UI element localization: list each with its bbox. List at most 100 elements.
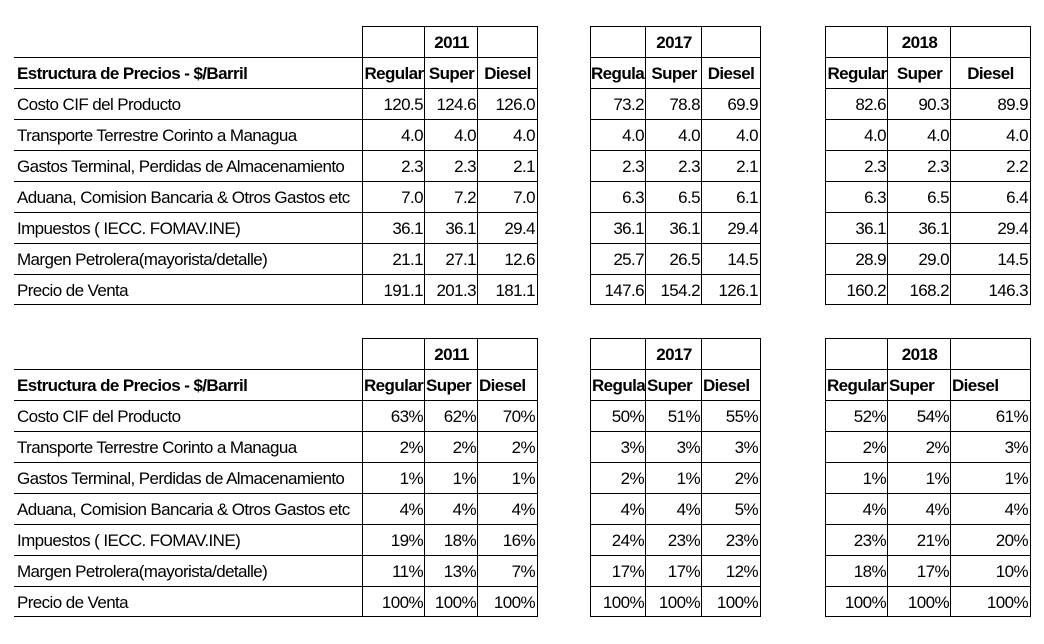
column-header-super: Super xyxy=(887,57,951,88)
column-header-regular: Regular xyxy=(825,369,888,400)
value-cell: 1% xyxy=(887,462,951,493)
value-cell: 1% xyxy=(950,462,1031,493)
row-label: Gastos Terminal, Perdidas de Almacenamie… xyxy=(14,150,362,181)
row-label: Aduana, Comision Bancaria & Otros Gastos… xyxy=(14,181,362,212)
column-header-super: Super xyxy=(645,369,702,400)
value-cell: 21% xyxy=(887,524,951,555)
value-cell: 52% xyxy=(825,400,888,431)
empty-cell xyxy=(590,338,646,369)
year-row: 2011 2017 2018 xyxy=(0,26,1044,57)
value-cell: 100% xyxy=(701,586,761,617)
year-header-2018: 2018 xyxy=(887,26,951,57)
table-row: Margen Petrolera(mayorista/detalle) 21.1 2… xyxy=(0,243,1044,274)
empty-cell xyxy=(825,26,888,57)
value-cell: 21.1 xyxy=(362,243,425,274)
value-cell: 2.1 xyxy=(701,150,761,181)
value-cell: 4.0 xyxy=(887,119,951,150)
year-header-2017: 2017 xyxy=(645,338,702,369)
value-cell: 2.1 xyxy=(477,150,538,181)
empty-cell xyxy=(362,338,425,369)
value-cell: 2.3 xyxy=(590,150,646,181)
value-cell: 160.2 xyxy=(825,274,888,305)
value-cell: 36.1 xyxy=(887,212,951,243)
value-cell: 4% xyxy=(362,493,425,524)
value-cell: 3% xyxy=(590,431,646,462)
value-cell: 3% xyxy=(645,431,702,462)
value-cell: 36.1 xyxy=(424,212,478,243)
value-cell: 4% xyxy=(645,493,702,524)
value-cell: 23% xyxy=(825,524,888,555)
value-cell: 89.9 xyxy=(950,88,1031,119)
table-row: Gastos Terminal, Perdidas de Almacenamie… xyxy=(0,462,1044,493)
value-cell: 4.0 xyxy=(590,119,646,150)
empty-cell xyxy=(825,338,888,369)
row-label: Costo CIF del Producto xyxy=(14,88,362,119)
value-cell: 181.1 xyxy=(477,274,538,305)
value-cell: 11% xyxy=(362,555,425,586)
row-label: Margen Petrolera(mayorista/detalle) xyxy=(14,243,362,274)
value-cell: 2% xyxy=(362,431,425,462)
row-label: Margen Petrolera(mayorista/detalle) xyxy=(14,555,362,586)
column-header-row: Estructura de Precios - $/Barril Regular S… xyxy=(0,57,1044,88)
value-cell: 3% xyxy=(701,431,761,462)
value-cell: 4% xyxy=(825,493,888,524)
value-cell: 50% xyxy=(590,400,646,431)
value-cell: 154.2 xyxy=(645,274,702,305)
value-cell: 70% xyxy=(477,400,538,431)
value-cell: 124.6 xyxy=(424,88,478,119)
value-cell: 2% xyxy=(887,431,951,462)
row-label: Transporte Terrestre Corinto a Managua xyxy=(14,119,362,150)
value-cell: 73.2 xyxy=(590,88,646,119)
row-label: Gastos Terminal, Perdidas de Almacenamie… xyxy=(14,462,362,493)
value-cell: 10% xyxy=(950,555,1031,586)
column-header-super: Super xyxy=(887,369,951,400)
value-cell: 26.5 xyxy=(645,243,702,274)
value-cell: 14.5 xyxy=(950,243,1031,274)
value-cell: 201.3 xyxy=(424,274,478,305)
value-cell: 18% xyxy=(825,555,888,586)
value-cell: 168.2 xyxy=(887,274,951,305)
value-cell: 62% xyxy=(424,400,478,431)
value-cell: 7.2 xyxy=(424,181,478,212)
value-cell: 82.6 xyxy=(825,88,888,119)
column-header-diesel: Diesel xyxy=(950,369,1031,400)
value-cell: 17% xyxy=(887,555,951,586)
column-header-regular: Regular xyxy=(362,57,425,88)
table-row: Transporte Terrestre Corinto a Managua 4.… xyxy=(0,119,1044,150)
value-cell: 126.1 xyxy=(701,274,761,305)
value-cell: 4% xyxy=(477,493,538,524)
value-cell: 54% xyxy=(887,400,951,431)
column-header-diesel: Diesel xyxy=(477,369,538,400)
table-row: Impuestos ( IECC. FOMAV.INE) 19% 18% 16% 24%… xyxy=(0,524,1044,555)
value-cell: 51% xyxy=(645,400,702,431)
percent-table: 2011 2017 2018 Estructura de Precios - $/Ba… xyxy=(0,338,1044,617)
value-cell: 2% xyxy=(590,462,646,493)
column-header-regular: Regular xyxy=(825,57,888,88)
value-cell: 4.0 xyxy=(477,119,538,150)
value-cell: 16% xyxy=(477,524,538,555)
value-cell: 120.5 xyxy=(362,88,425,119)
column-header-diesel: Diesel xyxy=(477,57,538,88)
value-cell: 2.3 xyxy=(424,150,478,181)
value-cell: 1% xyxy=(645,462,702,493)
value-cell: 29.4 xyxy=(950,212,1031,243)
column-header-diesel: Diesel xyxy=(701,369,761,400)
value-cell: 7.0 xyxy=(362,181,425,212)
table-row: Precio de Venta 100% 100% 100% 100% 100% 100% 1… xyxy=(0,586,1044,617)
row-label: Impuestos ( IECC. FOMAV.INE) xyxy=(14,524,362,555)
table-row: Impuestos ( IECC. FOMAV.INE) 36.1 36.1 29.4… xyxy=(0,212,1044,243)
value-cell: 2.3 xyxy=(825,150,888,181)
empty-cell xyxy=(14,338,362,369)
values-table: 2011 2017 2018 Estructura de Precios - $/Ba… xyxy=(0,26,1044,305)
value-cell: 5% xyxy=(701,493,761,524)
year-header-2011: 2011 xyxy=(424,26,478,57)
table-row: Margen Petrolera(mayorista/detalle) 11% 13… xyxy=(0,555,1044,586)
empty-cell xyxy=(950,26,1031,57)
value-cell: 36.1 xyxy=(590,212,646,243)
column-header-regular: Regular xyxy=(590,57,646,88)
value-cell: 7% xyxy=(477,555,538,586)
value-cell: 61% xyxy=(950,400,1031,431)
value-cell: 1% xyxy=(362,462,425,493)
value-cell: 4.0 xyxy=(701,119,761,150)
row-label: Costo CIF del Producto xyxy=(14,400,362,431)
